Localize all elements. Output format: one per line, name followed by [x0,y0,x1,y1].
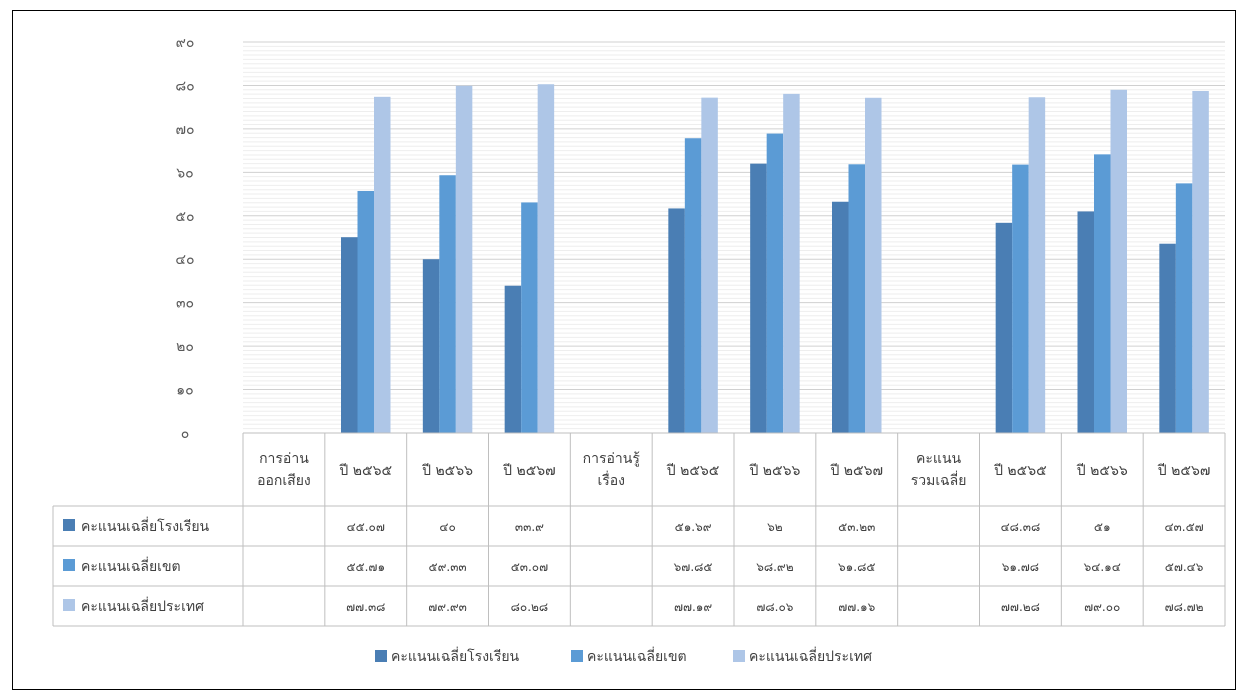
data-label: ๖๒ [767,520,783,534]
bar [504,285,522,433]
bar [439,175,456,433]
series-key [63,559,75,571]
legend-label: คะแนนเฉลี่ยโรงเรียน [391,647,520,665]
category-label: ปี ๒๕๖๗ [1157,463,1210,479]
data-label: ๕๓.๒๓ [838,520,875,534]
bar [1159,243,1176,433]
data-label: ๖๔.๑๔ [1084,560,1121,574]
bar [341,237,358,433]
bar [701,97,718,433]
legend-label: คะแนนเฉลี่ยประเทศ [749,647,872,665]
bar [422,259,440,433]
bar [668,208,685,433]
category-label: ปี ๒๕๖๕ [339,463,392,479]
data-label: ๔๓.๕๗ [1164,520,1203,534]
bar [374,96,391,433]
data-label: ๕๗.๔๖ [1165,560,1204,574]
category-label: ปี ๒๕๖๖ [1076,463,1128,479]
data-label: ๕๑ [1094,520,1111,534]
bar [1077,211,1094,433]
y-tick-label: ๒๐ [176,339,194,355]
legend-label: คะแนนเฉลี่ยเขต [587,647,687,665]
series-name: คะแนนเฉลี่ยเขต [81,557,181,575]
y-tick-label: ๓๐ [176,296,194,312]
data-label: ๖๘.๙๒ [756,560,793,574]
series-name: คะแนนเฉลี่ยประเทศ [81,597,204,615]
bar [995,222,1013,433]
bar [357,190,374,433]
bar [455,85,473,433]
series-key [63,519,75,531]
bar [521,202,538,433]
category-label: ออกเสียง [257,473,311,489]
category-label: คะแนน [916,451,961,467]
bar [783,93,800,433]
bar [1192,91,1209,433]
data-label: ๗๗.๑๖ [838,600,875,614]
data-label: ๗๘.๐๖ [756,600,793,614]
y-tick-label: ๙๐ [176,35,195,51]
category-label: ปี ๒๕๖๖ [422,463,474,479]
data-label: ๗๘.๗๒ [1165,600,1204,614]
data-label: ๗๗.๑๙ [674,600,712,614]
category-label: รวมเฉลี่ย [911,471,967,489]
data-label: ๕๕.๗๑ [346,560,385,574]
data-label: ๗๙.๐๐ [1084,600,1120,614]
y-tick-label: ๔๐ [175,252,194,268]
data-label: ๖๑.๗๘ [1002,560,1039,574]
series-name: คะแนนเฉลี่ยโรงเรียน [81,517,210,535]
category-label: ปี ๒๕๖๕ [994,463,1047,479]
bar [750,163,767,433]
y-tick-label: ๘๐ [175,78,194,94]
category-label: การอ่าน [259,451,309,467]
bar [832,201,849,433]
bar [766,133,784,434]
data-label: ๔๘.๓๘ [1001,520,1041,534]
data-label: ๕๓.๐๗ [511,560,548,574]
data-label: ๔๕.๐๗ [347,520,385,534]
y-tick-label: ๕๐ [175,209,194,225]
category-label: เรื่อง [597,471,625,489]
data-label: ๗๗.๓๘ [346,600,385,614]
bar [865,97,882,434]
bar [684,138,702,434]
legend-swatch [571,650,583,662]
category-label: ปี ๒๕๖๖ [749,463,801,479]
category-label: ปี ๒๕๖๕ [666,463,719,479]
data-label: ๗๗.๒๘ [1001,600,1040,614]
bar [1028,97,1046,434]
data-label: ๖๗.๘๕ [674,560,713,574]
category-label: ปี ๒๕๖๗ [830,463,883,479]
bar [1094,154,1111,433]
y-tick-label: ๑๐ [176,383,193,399]
data-label: ๘๐.๒๘ [511,600,549,614]
bar [1012,164,1029,433]
bar [848,164,865,433]
data-label: ๕๑.๖๙ [675,520,712,534]
bar [537,84,555,433]
series-key [63,599,75,611]
y-tick-label: ๐ [181,426,190,442]
y-tick-label: ๗๐ [175,122,194,138]
bar [1175,183,1193,433]
category-label: ปี ๒๕๖๗ [503,463,556,479]
bar [1110,89,1127,434]
data-label: ๕๙.๓๓ [429,560,467,574]
data-label: ๓๓.๙ [515,520,544,534]
legend-swatch [375,650,387,662]
y-tick-label: ๖๐ [176,165,193,181]
category-label: การอ่านรู้ [583,451,641,467]
legend-swatch [733,650,745,662]
data-label: ๖๑.๘๕ [838,560,875,574]
chart-frame: ๐๑๐ ๒๐ ๓๐ ๔๐ ๕๐ ๖๐ ๗๐ ๘๐ ๙๐ การอ่าน ออกเสียง ปี ๒๕๖… [12,10,1236,690]
data-label: ๔๐ [439,520,455,534]
data-label: ๗๙.๙๓ [428,600,467,614]
